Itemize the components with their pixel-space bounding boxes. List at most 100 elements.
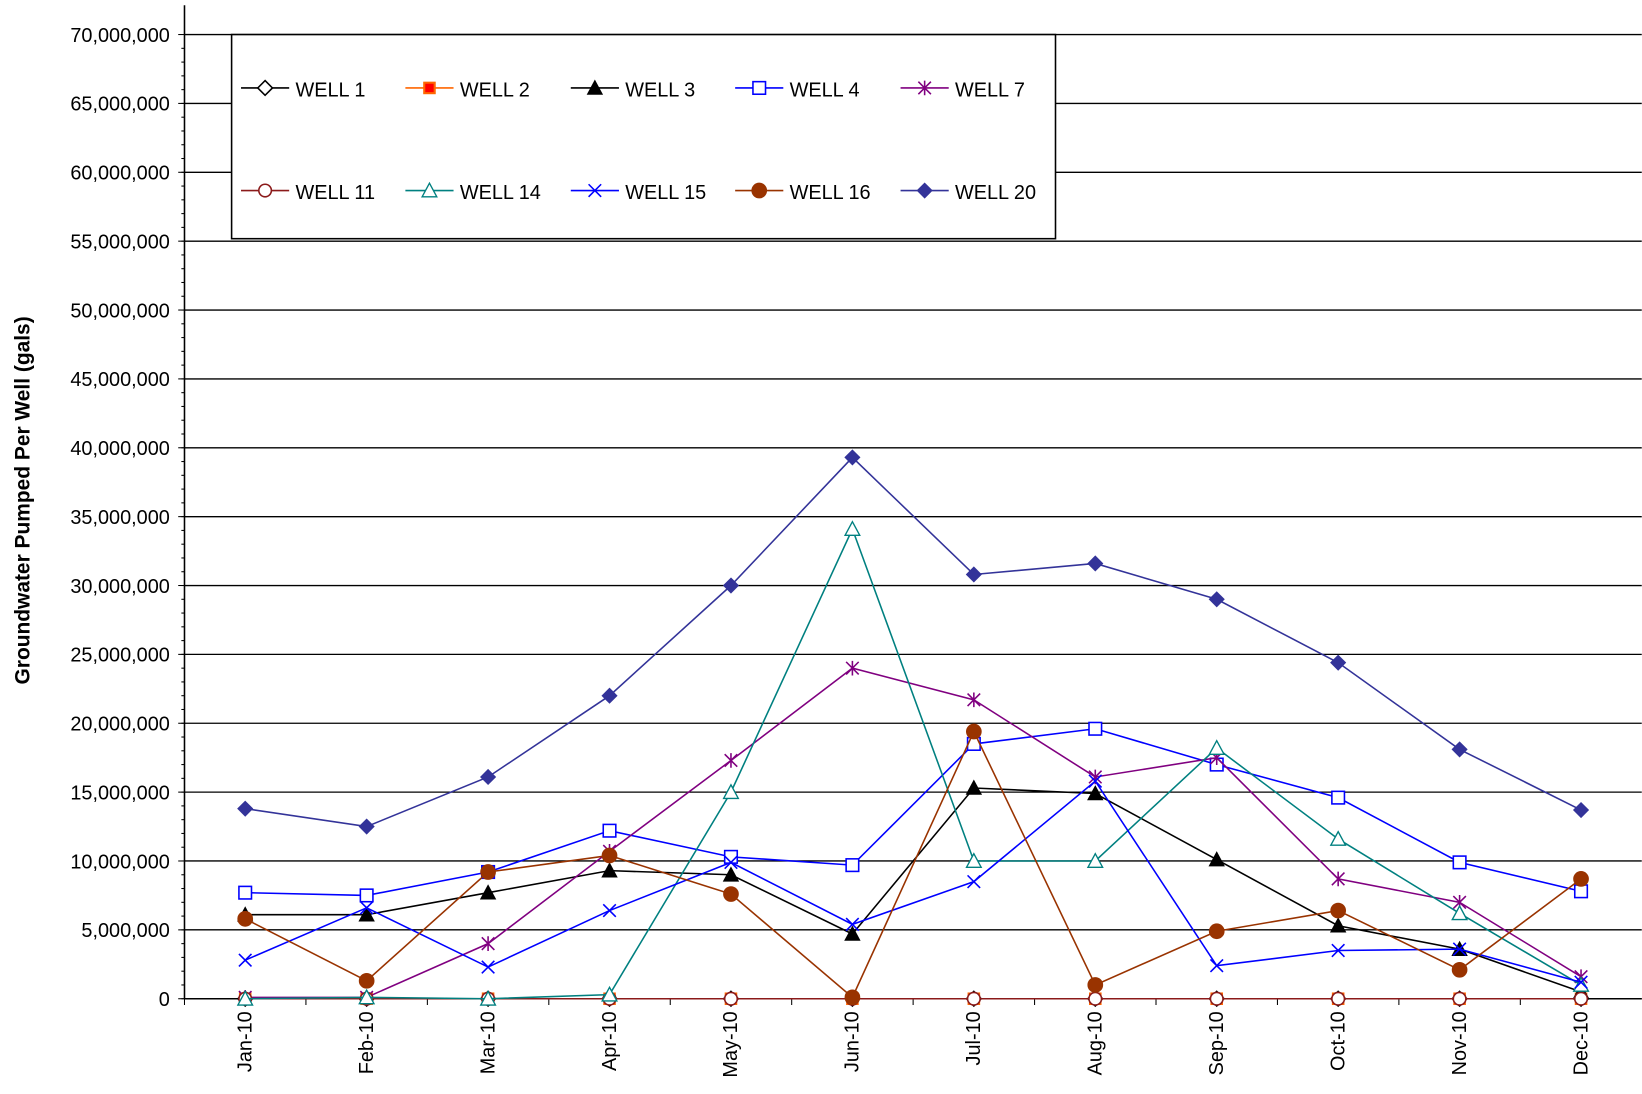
data-point bbox=[601, 847, 618, 864]
data-point bbox=[358, 818, 375, 835]
data-point bbox=[965, 723, 982, 740]
data-point bbox=[1451, 741, 1468, 758]
data-point bbox=[238, 885, 253, 900]
legend-label: WELL 1 bbox=[295, 79, 365, 101]
legend-marker bbox=[588, 183, 602, 198]
data-point bbox=[1088, 721, 1103, 736]
data-point bbox=[1573, 871, 1589, 887]
data-point bbox=[1086, 852, 1104, 868]
series-line bbox=[245, 526, 1582, 1000]
x-tick-label: Aug-10 bbox=[1085, 1011, 1107, 1075]
x-tick-label: Mar-10 bbox=[477, 1011, 499, 1074]
x-tick-label: Sep-10 bbox=[1206, 1011, 1228, 1075]
series-line bbox=[245, 667, 1582, 999]
y-tick-label: 5,000,000 bbox=[81, 920, 169, 942]
data-point bbox=[1572, 801, 1590, 819]
data-point bbox=[1452, 942, 1467, 956]
x-tick-label: Jul-10 bbox=[963, 1011, 985, 1065]
y-tick-label: 10,000,000 bbox=[70, 851, 169, 873]
data-point bbox=[1088, 991, 1103, 1006]
x-tick-label: Nov-10 bbox=[1449, 1011, 1471, 1075]
data-point bbox=[1452, 991, 1467, 1006]
legend-label: WELL 4 bbox=[790, 79, 860, 101]
data-point bbox=[723, 886, 739, 902]
legend-marker bbox=[917, 80, 932, 96]
data-point bbox=[1572, 976, 1590, 992]
x-tick-label: May-10 bbox=[720, 1011, 742, 1077]
data-point bbox=[1329, 917, 1347, 933]
y-tick-label: 45,000,000 bbox=[70, 369, 169, 391]
data-point bbox=[480, 768, 497, 786]
data-point bbox=[1452, 855, 1467, 870]
data-point bbox=[358, 988, 376, 1005]
y-tick-label: 50,000,000 bbox=[70, 300, 169, 322]
legend-box bbox=[230, 33, 1057, 240]
legend-label: WELL 16 bbox=[790, 182, 871, 204]
legend-marker bbox=[751, 182, 768, 199]
data-point bbox=[1208, 923, 1225, 940]
data-point bbox=[1209, 958, 1224, 973]
data-point bbox=[723, 849, 739, 864]
legend-label: WELL 7 bbox=[955, 79, 1025, 101]
y-tick-label: 40,000,000 bbox=[70, 438, 169, 460]
legend-marker bbox=[752, 80, 767, 96]
data-point bbox=[481, 960, 495, 974]
data-point bbox=[1208, 739, 1226, 756]
data-point bbox=[1573, 991, 1589, 1006]
x-tick-label: Oct-10 bbox=[1327, 1011, 1349, 1071]
data-point bbox=[1331, 790, 1346, 805]
data-point bbox=[1451, 904, 1469, 921]
data-point bbox=[602, 823, 617, 838]
legend-label: WELL 2 bbox=[460, 79, 530, 101]
legend-marker bbox=[423, 81, 436, 95]
y-tick-label: 30,000,000 bbox=[70, 576, 169, 598]
data-point bbox=[1329, 830, 1347, 846]
x-tick-label: Jan-10 bbox=[234, 1011, 256, 1072]
series-line bbox=[245, 787, 1582, 993]
data-point bbox=[967, 874, 981, 889]
data-point bbox=[1331, 871, 1346, 887]
data-point bbox=[237, 800, 254, 817]
x-tick-label: Dec-10 bbox=[1570, 1011, 1592, 1075]
data-point bbox=[1451, 961, 1468, 978]
data-point bbox=[358, 906, 375, 922]
data-point bbox=[602, 903, 617, 918]
data-point bbox=[844, 925, 861, 941]
y-tick-label: 55,000,000 bbox=[70, 231, 169, 253]
data-point bbox=[601, 687, 618, 704]
legend-marker bbox=[916, 182, 933, 199]
data-point bbox=[722, 783, 740, 800]
data-point bbox=[358, 972, 375, 989]
data-point bbox=[965, 566, 982, 583]
y-tick-label: 35,000,000 bbox=[70, 507, 169, 529]
data-point bbox=[1087, 785, 1104, 801]
legend-label: WELL 3 bbox=[625, 79, 695, 101]
data-point bbox=[844, 989, 861, 1006]
data-point bbox=[1574, 975, 1588, 990]
series-line bbox=[244, 779, 1582, 983]
data-point bbox=[479, 884, 497, 900]
data-point bbox=[1330, 902, 1347, 919]
data-point bbox=[966, 991, 981, 1006]
y-tick-label: 70,000,000 bbox=[70, 25, 169, 47]
data-point bbox=[601, 985, 618, 1002]
legend-marker bbox=[420, 181, 438, 198]
y-axis-label: Groundwater Pumped Per Well (gals) bbox=[12, 316, 35, 684]
data-point bbox=[845, 917, 860, 932]
data-point bbox=[1209, 991, 1224, 1006]
data-point bbox=[722, 866, 740, 882]
data-point bbox=[724, 855, 738, 870]
y-tick-label: 15,000,000 bbox=[70, 782, 169, 804]
data-point bbox=[1331, 991, 1346, 1006]
data-point bbox=[845, 858, 860, 873]
legend-label: WELL 15 bbox=[625, 182, 706, 204]
data-point bbox=[967, 692, 981, 708]
y-tick-label: 65,000,000 bbox=[70, 94, 169, 116]
data-point bbox=[845, 660, 860, 676]
data-point bbox=[722, 577, 740, 594]
series-line bbox=[245, 727, 1582, 897]
legend-marker bbox=[256, 79, 274, 97]
data-point bbox=[359, 888, 374, 903]
data-point bbox=[965, 779, 983, 795]
